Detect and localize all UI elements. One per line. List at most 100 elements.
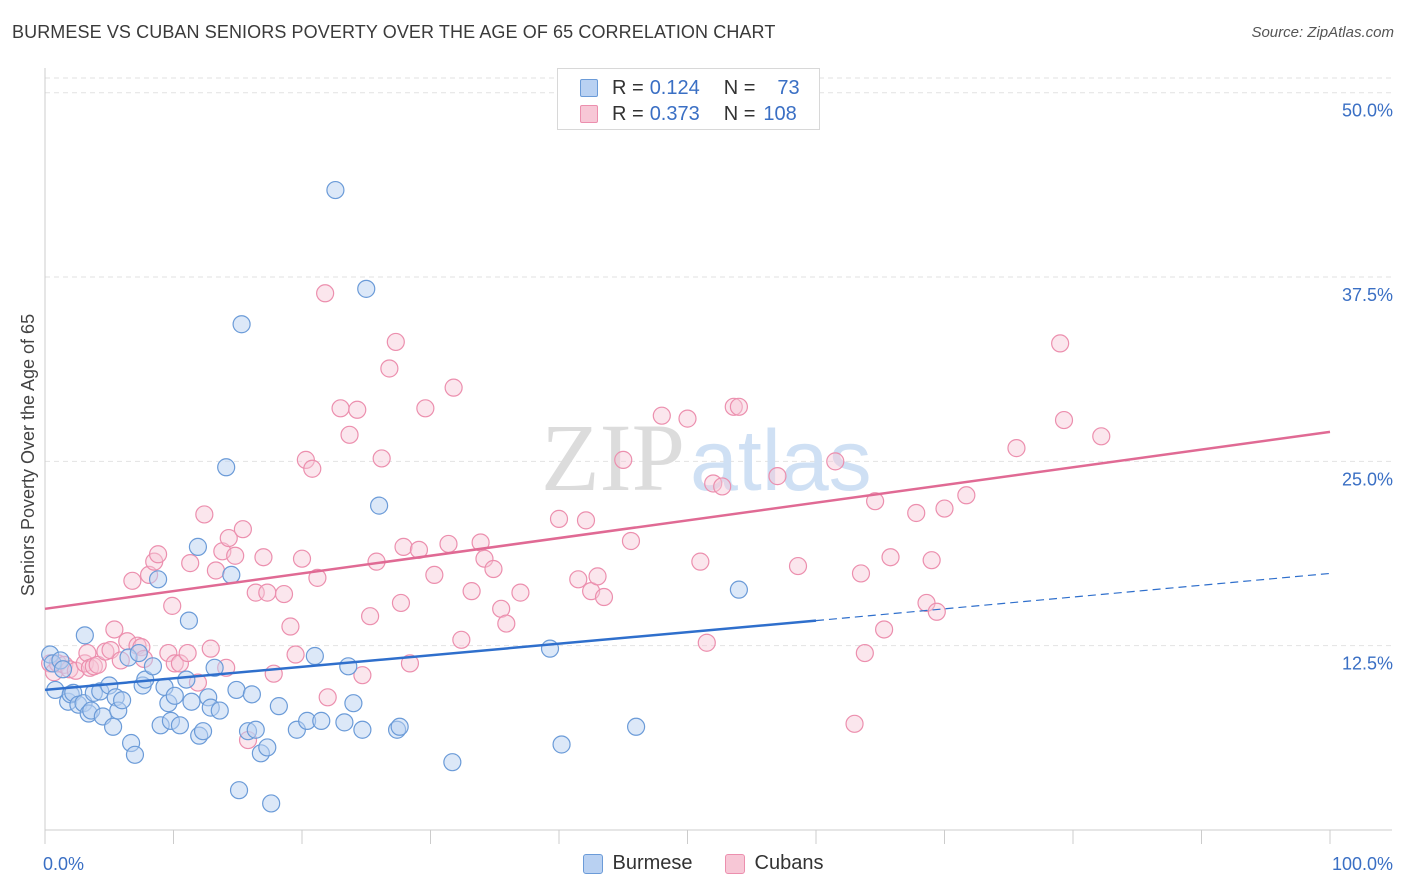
x-tick-label: 0.0% <box>43 854 84 874</box>
burmese-point <box>552 735 571 754</box>
cubans-point <box>697 633 716 652</box>
cubans-point <box>163 596 182 615</box>
cubans-point <box>416 399 435 418</box>
cubans-point <box>258 583 277 602</box>
cubans-point <box>292 549 312 568</box>
burmese-point <box>222 565 241 585</box>
burmese-point <box>217 458 236 477</box>
cubans-point <box>348 400 367 419</box>
burmese-point <box>353 720 372 739</box>
cubans-point <box>219 528 238 548</box>
burmese-point <box>193 722 213 741</box>
cubans-point <box>576 511 596 530</box>
cubans-point <box>678 409 697 428</box>
burmese-point <box>390 717 409 736</box>
burmese-point <box>188 537 208 556</box>
burmese-point <box>370 496 389 515</box>
cubans-point <box>851 564 871 583</box>
cubans-point <box>159 643 178 663</box>
axes <box>44 68 1392 844</box>
cubans-legend-label: Cubans <box>754 852 824 874</box>
burmese-legend-label: Burmese <box>612 852 693 874</box>
stats-legend: R = 0.124 N = 73 R = 0.373 N = 108 <box>557 68 820 130</box>
n-label: N = <box>723 76 756 99</box>
cubans-point <box>178 643 197 663</box>
burmese-point <box>227 680 246 700</box>
cubans-point <box>1051 334 1070 353</box>
cubans-point <box>148 545 168 564</box>
cubans-point <box>394 537 413 556</box>
burmese-point <box>339 657 358 676</box>
cubans-point <box>386 332 405 352</box>
cubans-point <box>594 587 614 607</box>
cubans-point <box>927 602 946 621</box>
cubans-point <box>826 452 845 471</box>
cubans-point <box>233 520 252 539</box>
cubans-point <box>353 666 372 685</box>
burmese-point <box>312 711 331 730</box>
cubans-point <box>1054 410 1074 430</box>
legend-item-cubans[interactable]: Cubans <box>724 852 824 875</box>
cubans-point <box>318 688 337 707</box>
grid-lines <box>45 77 1392 647</box>
cubans-point <box>724 397 743 416</box>
burmese-point <box>344 694 363 713</box>
burmese-r-value: 0.124 <box>649 76 700 99</box>
cubans-r-value: 0.373 <box>649 102 700 125</box>
burmese-point <box>205 658 224 677</box>
r-label: R = <box>612 102 644 125</box>
cubans-point <box>340 425 359 444</box>
burmese-point <box>129 643 148 663</box>
y-axis-label: Seniors Poverty Over the Age of 65 <box>18 314 38 596</box>
series-legend: Burmese Cubans <box>0 852 1406 875</box>
burmese-point <box>112 691 132 710</box>
cubans-points <box>41 284 1111 750</box>
cubans-point <box>549 509 569 528</box>
cubans-point <box>462 582 481 601</box>
y-tick-label: 37.5% <box>1342 285 1393 305</box>
burmese-trend-extension <box>815 572 1331 622</box>
cubans-point <box>380 359 399 378</box>
cubans-point <box>475 549 494 568</box>
watermark-zip: ZIP <box>541 404 685 511</box>
chart-title: BURMESE VS CUBAN SENIORS POVERTY OVER TH… <box>12 22 776 42</box>
cubans-point <box>400 654 420 673</box>
burmese-point <box>125 745 145 764</box>
x-tick-label: 100.0% <box>1332 854 1393 874</box>
burmese-point <box>229 781 249 800</box>
burmese-point <box>326 180 345 200</box>
n-label: N = <box>723 102 756 125</box>
cubans-point <box>391 593 411 613</box>
y-tick-label: 12.5% <box>1342 654 1393 674</box>
cubans-point <box>935 499 954 518</box>
burmese-point <box>269 697 288 716</box>
cubans-point <box>372 449 391 468</box>
cubans-point <box>729 397 749 416</box>
cubans-point <box>303 459 322 478</box>
burmese-point <box>242 685 261 704</box>
cubans-point <box>195 505 214 524</box>
burmese-point <box>75 626 94 645</box>
cubans-n-value: 108 <box>763 102 797 125</box>
cubans-point <box>181 554 200 573</box>
burmese-points <box>41 180 749 813</box>
legend-item-burmese[interactable]: Burmese <box>582 852 693 875</box>
burmese-point <box>262 794 281 813</box>
cubans-point <box>281 617 300 636</box>
cubans-point <box>316 284 335 303</box>
trend-lines <box>44 430 1331 692</box>
burmese-n-value: 73 <box>777 76 800 99</box>
cubans-point <box>165 654 184 673</box>
burmese-swatch <box>580 79 598 97</box>
cubans-point <box>788 556 808 576</box>
burmese-point <box>179 611 199 630</box>
cubans-point <box>957 486 976 505</box>
burmese-point <box>443 753 462 772</box>
cubans-point <box>588 567 607 586</box>
cubans-point <box>691 552 710 571</box>
cubans-point <box>439 534 458 554</box>
cubans-point <box>881 548 900 567</box>
burmese-point <box>357 279 376 298</box>
cubans-point <box>713 477 732 496</box>
cubans-point <box>254 548 273 567</box>
